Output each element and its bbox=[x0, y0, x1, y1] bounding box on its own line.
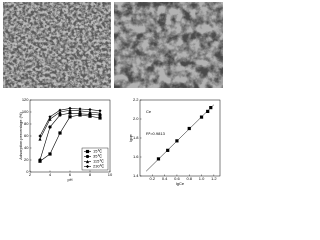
x-tick-label: 0.2 bbox=[150, 176, 156, 181]
y-tick-label: 1.6 bbox=[133, 154, 139, 159]
x-tick-label: 4 bbox=[49, 172, 52, 177]
x-tick-label: 8 bbox=[89, 172, 92, 177]
x-tick-label: 10 bbox=[108, 172, 113, 177]
x-axis-label: pH bbox=[67, 177, 72, 182]
x-tick-label: 0.4 bbox=[162, 176, 168, 181]
y-tick-label: 2.2 bbox=[133, 97, 139, 102]
y-tick-label: 1.8 bbox=[133, 135, 139, 140]
marker bbox=[88, 110, 92, 114]
marker bbox=[156, 157, 161, 161]
x-tick-label: 1.0 bbox=[199, 176, 205, 181]
legend-marker bbox=[85, 159, 90, 164]
x-tick-label: 1.2 bbox=[211, 176, 217, 181]
legend-label: 230℃ bbox=[93, 164, 105, 169]
marker bbox=[68, 115, 72, 119]
marker bbox=[187, 126, 191, 131]
marker bbox=[68, 108, 72, 112]
legend-box bbox=[81, 147, 109, 171]
fit-line bbox=[145, 104, 215, 172]
y-tick-label: 1.4 bbox=[133, 173, 139, 178]
marker bbox=[206, 109, 210, 113]
sem-image bbox=[114, 2, 223, 88]
y-tick-label: 2.0 bbox=[133, 116, 139, 121]
y-tick-label: 40 bbox=[24, 145, 29, 150]
y-tick-label: 60 bbox=[24, 133, 29, 138]
marker bbox=[175, 139, 179, 143]
y-tick-label: 20 bbox=[24, 157, 29, 162]
legend-label: 35℃ bbox=[93, 154, 102, 159]
marker bbox=[98, 109, 102, 113]
marker bbox=[209, 106, 213, 110]
x-tick-label: 0.8 bbox=[186, 176, 192, 181]
marker bbox=[78, 109, 82, 113]
annotation: Ce bbox=[146, 109, 152, 114]
legend-marker bbox=[85, 164, 90, 169]
x-axis-label: lgCe bbox=[176, 181, 185, 186]
marker bbox=[68, 111, 72, 115]
sem-image bbox=[3, 2, 111, 88]
annotation: R²=0.9813 bbox=[146, 131, 166, 136]
marker bbox=[166, 148, 170, 152]
marker bbox=[48, 115, 52, 119]
marker bbox=[38, 134, 42, 138]
marker bbox=[58, 110, 62, 114]
marker bbox=[98, 111, 102, 115]
marker bbox=[88, 114, 92, 118]
y-tick-label: 80 bbox=[24, 121, 29, 126]
marker bbox=[48, 125, 52, 129]
x-tick-label: 0.6 bbox=[174, 176, 180, 181]
legend-marker bbox=[85, 149, 90, 154]
marker bbox=[88, 108, 92, 112]
y-tick-label: 0 bbox=[26, 169, 29, 174]
marker bbox=[88, 112, 92, 116]
page: 0 20 40 60 80 100 120 2 4 6 8 10 pH Adsorption percen… bbox=[3, 2, 223, 187]
legend-label: 115℃ bbox=[93, 159, 104, 164]
marker bbox=[98, 116, 102, 120]
y-tick-label: 100 bbox=[22, 109, 29, 114]
marker bbox=[199, 115, 204, 119]
marker bbox=[68, 106, 72, 110]
y-axis-label: lgqe bbox=[128, 133, 133, 141]
marker bbox=[48, 117, 52, 121]
legend-label: 15℃ bbox=[93, 149, 102, 154]
marker bbox=[48, 152, 52, 156]
marker bbox=[38, 137, 42, 141]
marker bbox=[78, 112, 82, 116]
marker bbox=[38, 158, 42, 162]
y-tick-label: 120 bbox=[22, 97, 29, 102]
marker bbox=[58, 113, 62, 117]
x-tick-label: 2 bbox=[29, 172, 32, 177]
legend-marker bbox=[85, 154, 90, 159]
y-axis-label: Adsorption percentage (%) bbox=[18, 112, 23, 160]
marker bbox=[58, 131, 62, 135]
x-tick-label: 6 bbox=[69, 172, 72, 177]
figure: 0 20 40 60 80 100 120 2 4 6 8 10 pH Adsorption percen… bbox=[3, 2, 223, 186]
marker bbox=[58, 108, 62, 112]
marker bbox=[78, 107, 82, 111]
